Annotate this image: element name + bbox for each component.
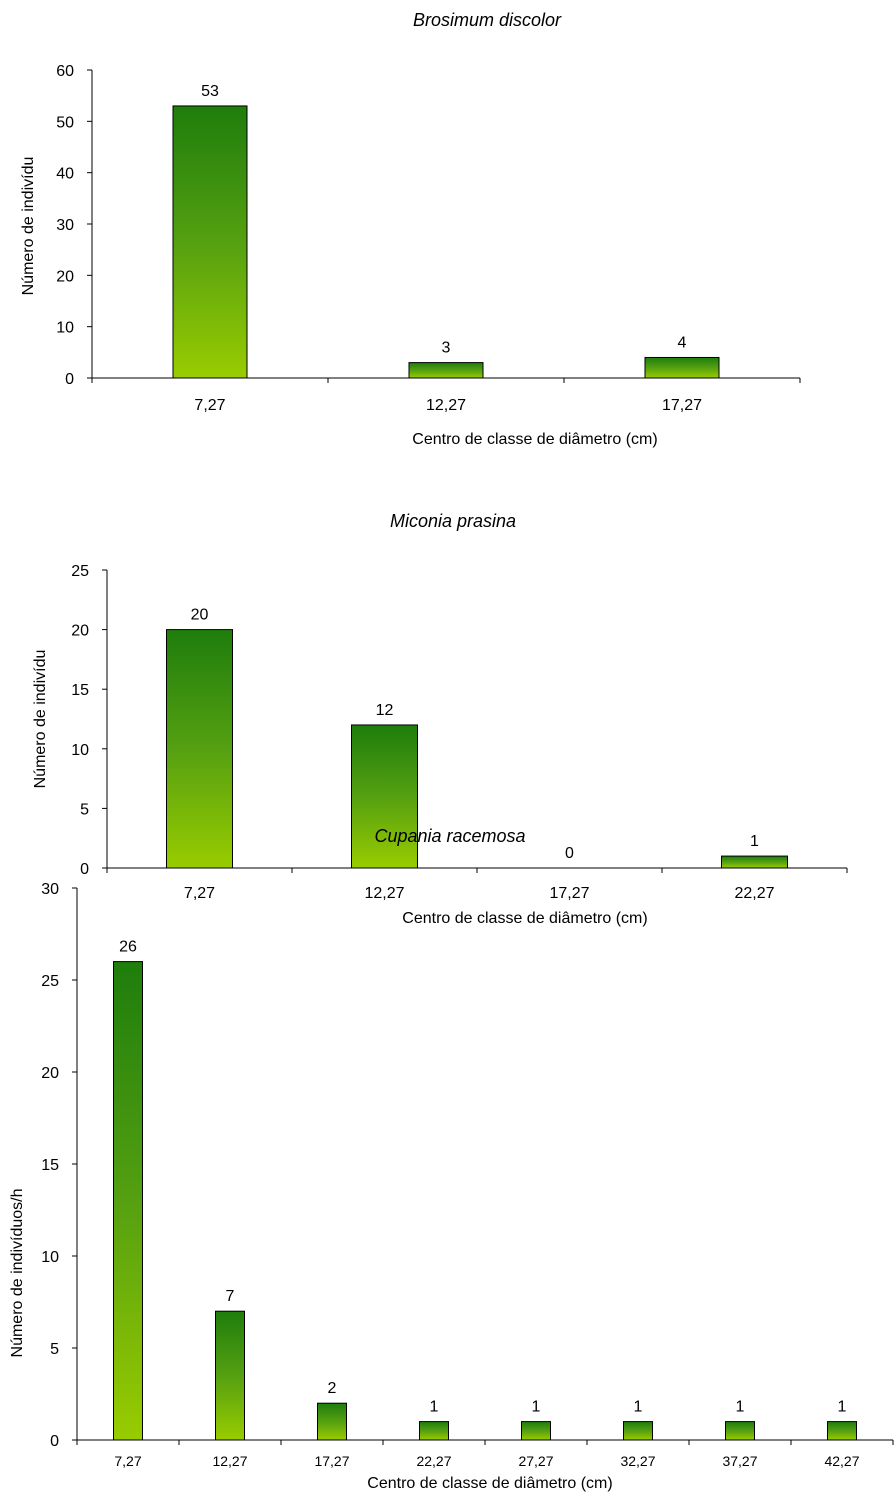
data-label: 1: [634, 1399, 643, 1416]
y-tick-label: 40: [56, 166, 74, 183]
x-axis-title: Centro de classe de diâmetro (cm): [412, 431, 657, 448]
y-tick-label: 25: [41, 973, 59, 990]
data-label: 2: [328, 1380, 337, 1397]
chart-title: Cupania racemosa: [374, 826, 525, 846]
y-axis-title: Número de indivíduos/h: [9, 1189, 26, 1358]
plot-area: 0 10 20 30 40 50 60 53 7,27 3 12,27 4 17,27: [56, 63, 801, 414]
bar: [351, 724, 418, 869]
bar: [721, 855, 788, 869]
x-tick-label: 7,27: [194, 397, 225, 414]
chart-svg: Cupania racemosa Número de indivíduos/h …: [9, 826, 894, 1492]
bar: [419, 1421, 449, 1441]
y-tick-label: 25: [71, 563, 89, 580]
x-axis-title: Centro de classe de diâmetro (cm): [367, 1475, 612, 1492]
bar: [725, 1421, 755, 1441]
x-tick-label: 22,27: [734, 885, 774, 902]
y-tick-label: 5: [50, 1341, 59, 1358]
y-tick-label: 20: [56, 268, 74, 285]
chart-title: Brosimum discolor: [413, 10, 562, 30]
chart-svg: Brosimum discolor Número de indivídu Cen…: [20, 10, 801, 448]
bar: [166, 629, 233, 869]
y-tick-label: 50: [56, 114, 74, 131]
y-tick-label: 0: [80, 861, 89, 878]
bar: [215, 1310, 245, 1441]
bar: [408, 362, 484, 379]
y-tick-label: 60: [56, 63, 74, 80]
data-label: 1: [838, 1399, 847, 1416]
y-tick-label: 5: [80, 801, 89, 818]
y-tick-label: 10: [56, 320, 74, 337]
bar: [317, 1402, 347, 1441]
plot-area: 051015202530267,27712,27217,27122,27127,…: [41, 881, 894, 1469]
y-axis-title: Número de indivídu: [32, 650, 49, 789]
chart-brosimum-discolor: Brosimum discolor Número de indivídu Cen…: [0, 0, 894, 470]
y-tick-label: 15: [71, 682, 89, 699]
data-label: 26: [119, 939, 137, 956]
x-tick-label: 42,27: [824, 1453, 859, 1469]
y-tick-label: 10: [71, 742, 89, 759]
y-tick-label: 20: [41, 1065, 59, 1082]
plot-area: 0 5 10 15 20 25 20 7,27 12 12,27 0 17,27 1 22,27: [71, 563, 848, 902]
data-label: 53: [201, 83, 219, 100]
data-label: 1: [736, 1399, 745, 1416]
x-tick-label: 37,27: [722, 1453, 757, 1469]
data-label: 7: [226, 1288, 235, 1305]
bar: [644, 356, 720, 379]
bar: [521, 1421, 551, 1441]
y-tick-label: 30: [56, 217, 74, 234]
x-tick-label: 17,27: [662, 397, 702, 414]
x-tick-label: 27,27: [518, 1453, 553, 1469]
data-label: 1: [532, 1399, 541, 1416]
data-label: 0: [565, 845, 574, 862]
x-tick-label: 12,27: [212, 1453, 247, 1469]
x-tick-label: 22,27: [416, 1453, 451, 1469]
data-label: 1: [430, 1399, 439, 1416]
x-axis-title: Centro de classe de diâmetro (cm): [402, 910, 647, 927]
x-tick-label: 12,27: [364, 885, 404, 902]
x-tick-label: 7,27: [114, 1453, 141, 1469]
chart-miconia-prasina: Miconia prasina Número de indivídu Centr…: [0, 500, 894, 950]
chart-cupania-racemosa: Cupania racemosa Número de indivíduos/h …: [0, 815, 894, 1503]
y-tick-label: 20: [71, 623, 89, 640]
y-tick-label: 15: [41, 1157, 59, 1174]
data-label: 4: [678, 334, 687, 351]
y-tick-label: 30: [41, 881, 59, 898]
x-tick-label: 17,27: [314, 1453, 349, 1469]
chart-title: Miconia prasina: [390, 511, 516, 531]
x-tick-label: 32,27: [620, 1453, 655, 1469]
bar: [113, 961, 143, 1441]
x-tick-label: 12,27: [426, 397, 466, 414]
data-label: 12: [376, 702, 394, 719]
data-label: 1: [750, 833, 759, 850]
bar: [172, 105, 248, 379]
x-tick-label: 17,27: [549, 885, 589, 902]
y-tick-label: 0: [50, 1433, 59, 1450]
y-axis-title: Número de indivídu: [20, 157, 37, 296]
bar: [623, 1421, 653, 1441]
data-label: 3: [442, 340, 451, 357]
data-label: 20: [191, 607, 209, 624]
y-tick-label: 10: [41, 1249, 59, 1266]
bar: [827, 1421, 857, 1441]
chart-svg: Miconia prasina Número de indivídu Centr…: [32, 511, 848, 927]
y-tick-label: 0: [65, 371, 74, 388]
x-tick-label: 7,27: [184, 885, 215, 902]
